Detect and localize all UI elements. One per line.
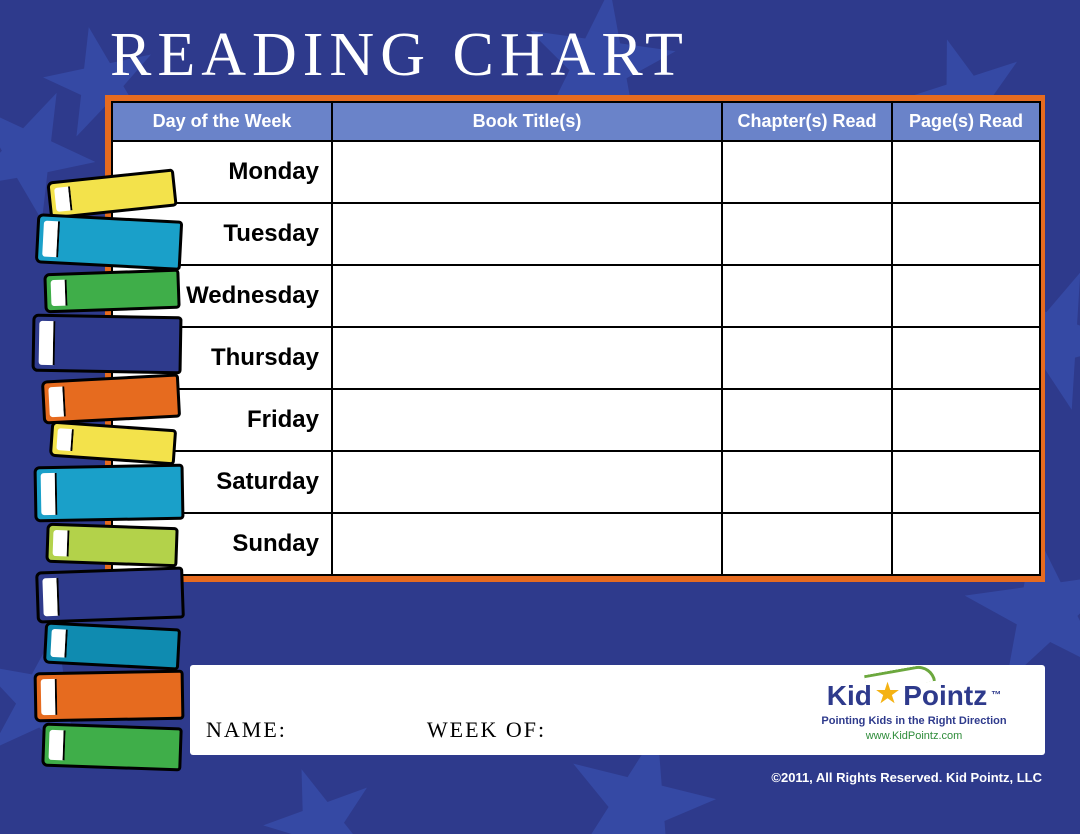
table-row: Tuesday [112, 203, 1040, 265]
reading-table-container: Day of the Week Book Title(s) Chapter(s)… [105, 95, 1045, 582]
table-row: Sunday [112, 513, 1040, 575]
book-icon [46, 168, 177, 219]
table-row: Monday [112, 141, 1040, 203]
col-header-pages: Page(s) Read [892, 102, 1040, 141]
pages-cell[interactable] [892, 327, 1040, 389]
bg-star-icon [243, 743, 397, 834]
chapters-cell[interactable] [722, 451, 892, 513]
book-icon [34, 670, 185, 723]
book-stack-illustration [22, 175, 182, 815]
title-cell[interactable] [332, 327, 722, 389]
book-icon [34, 464, 185, 523]
book-icon [35, 213, 183, 271]
pages-cell[interactable] [892, 513, 1040, 575]
book-icon [45, 523, 178, 568]
book-icon [32, 314, 183, 375]
chapters-cell[interactable] [722, 265, 892, 327]
kid-pointz-logo: Kid ★ Pointz ™ Pointing Kids in the Righ… [799, 679, 1029, 743]
logo-tagline: Pointing Kids in the Right Direction [799, 715, 1029, 728]
table-row: Thursday [112, 327, 1040, 389]
pages-cell[interactable] [892, 389, 1040, 451]
chapters-cell[interactable] [722, 389, 892, 451]
reading-table: Day of the Week Book Title(s) Chapter(s)… [111, 101, 1041, 576]
pages-cell[interactable] [892, 451, 1040, 513]
col-header-title: Book Title(s) [332, 102, 722, 141]
table-header-row: Day of the Week Book Title(s) Chapter(s)… [112, 102, 1040, 141]
chapters-cell[interactable] [722, 327, 892, 389]
col-header-chapters: Chapter(s) Read [722, 102, 892, 141]
table-row: Saturday [112, 451, 1040, 513]
pages-cell[interactable] [892, 203, 1040, 265]
book-icon [41, 723, 182, 772]
name-label: Name: [206, 717, 287, 743]
book-icon [43, 269, 180, 314]
col-header-day: Day of the Week [112, 102, 332, 141]
book-icon [35, 566, 185, 623]
week-of-label: Week Of: [427, 717, 546, 743]
trademark-symbol: ™ [991, 690, 1001, 702]
chapters-cell[interactable] [722, 141, 892, 203]
book-icon [41, 373, 181, 424]
title-cell[interactable] [332, 203, 722, 265]
copyright-text: ©2011, All Rights Reserved. Kid Pointz, … [771, 770, 1042, 785]
book-icon [49, 421, 177, 466]
table-row: Friday [112, 389, 1040, 451]
title-cell[interactable] [332, 141, 722, 203]
logo-url: www.KidPointz.com [799, 730, 1029, 743]
title-cell[interactable] [332, 389, 722, 451]
pages-cell[interactable] [892, 265, 1040, 327]
table-body: MondayTuesdayWednesdayThursdayFridaySatu… [112, 141, 1040, 575]
book-icon [43, 621, 181, 670]
title-cell[interactable] [332, 513, 722, 575]
star-icon: ★ [876, 678, 899, 709]
page-title: Reading Chart [110, 20, 689, 91]
pages-cell[interactable] [892, 141, 1040, 203]
title-cell[interactable] [332, 265, 722, 327]
footer-labels: Name: Week Of: [206, 717, 799, 743]
footer-bar: Name: Week Of: Kid ★ Pointz ™ Pointing K… [190, 665, 1045, 755]
chapters-cell[interactable] [722, 513, 892, 575]
title-cell[interactable] [332, 451, 722, 513]
chapters-cell[interactable] [722, 203, 892, 265]
reading-chart-page: Reading Chart Day of the Week Book Title… [0, 0, 1080, 834]
table-row: Wednesday [112, 265, 1040, 327]
